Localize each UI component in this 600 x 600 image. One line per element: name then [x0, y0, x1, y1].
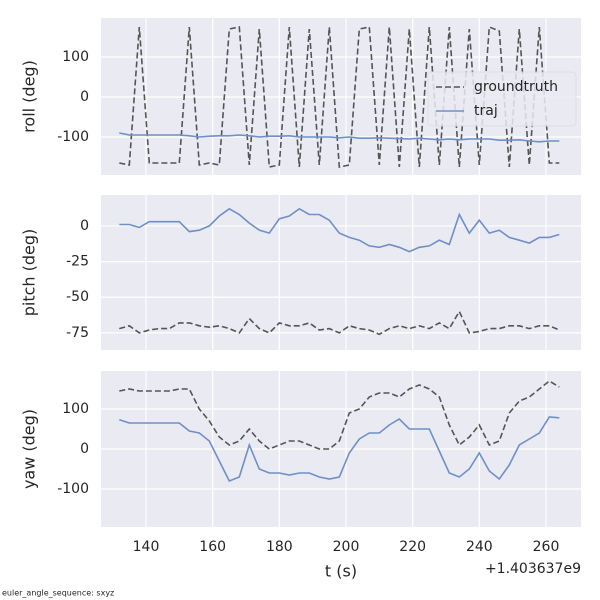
x-tick-label: 200	[333, 539, 360, 555]
y-axis-label: yaw (deg)	[20, 409, 39, 489]
x-tick-label: 140	[133, 539, 160, 555]
y-tick-label: -100	[57, 481, 89, 497]
y-tick-label: 0	[80, 218, 89, 234]
y-axis-label: pitch (deg)	[20, 229, 39, 317]
series-line	[119, 207, 560, 253]
series-line	[119, 309, 560, 336]
x-tick-label: 160	[199, 539, 226, 555]
x-tick-label: 240	[466, 539, 493, 555]
footer: euler_angle_sequence: sxyz	[2, 589, 114, 598]
y-tick-label: 100	[62, 401, 89, 417]
y-tick-label: -75	[66, 325, 89, 341]
y-tick-label: 0	[80, 441, 89, 457]
series-line	[119, 380, 560, 450]
series-line	[119, 25, 560, 168]
x-tick-label: 260	[533, 539, 560, 555]
series-line	[119, 132, 560, 143]
legend-label: traj	[474, 103, 498, 119]
x-tick-label: 220	[399, 539, 426, 555]
y-tick-label: -25	[66, 254, 89, 270]
y-tick-label: -100	[57, 129, 89, 145]
legend-label: groundtruth	[474, 79, 558, 95]
offset-label: +1.403637e9	[485, 561, 581, 577]
y-tick-label: 0	[80, 89, 89, 105]
legend	[427, 71, 577, 127]
y-tick-label: -50	[66, 289, 89, 305]
series-line	[119, 416, 560, 483]
x-axis-label: t (s)	[325, 562, 357, 581]
y-tick-label: 100	[62, 49, 89, 65]
y-axis-label: roll (deg)	[20, 60, 39, 133]
plot-area	[101, 195, 581, 350]
x-tick-label: 180	[266, 539, 293, 555]
